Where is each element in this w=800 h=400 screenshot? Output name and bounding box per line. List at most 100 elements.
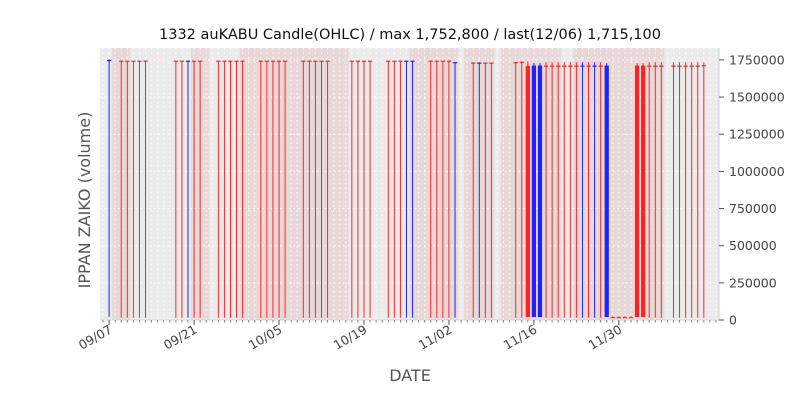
y-tick-label: 0 xyxy=(729,313,737,328)
candle xyxy=(137,60,142,318)
candle xyxy=(634,62,640,318)
candle-body xyxy=(228,60,233,62)
candle-body xyxy=(628,317,634,319)
candle-body xyxy=(179,60,185,62)
candle-body xyxy=(641,65,646,318)
candle-body xyxy=(173,60,178,62)
candle xyxy=(325,60,330,318)
candle-body xyxy=(198,60,203,62)
candle xyxy=(549,62,555,318)
candle-body xyxy=(216,60,221,62)
candle-body xyxy=(319,60,324,62)
candle xyxy=(276,60,282,318)
candle xyxy=(428,60,433,318)
candle xyxy=(513,61,518,318)
candle-body xyxy=(276,60,282,62)
candle xyxy=(361,60,367,318)
candle-body xyxy=(137,60,142,62)
candle xyxy=(647,62,652,318)
candle-body xyxy=(131,60,136,62)
x-tick-label: 10/19 xyxy=(331,322,370,353)
candle xyxy=(216,60,221,318)
candle-body xyxy=(549,65,555,67)
candle xyxy=(622,316,628,319)
candle xyxy=(434,60,439,318)
candle xyxy=(282,60,288,318)
candle xyxy=(240,60,245,318)
candle-body xyxy=(634,65,640,318)
candle-body xyxy=(695,65,700,67)
candle-body xyxy=(586,65,591,67)
candle-body xyxy=(392,60,397,62)
shaded-region xyxy=(263,48,349,320)
candle xyxy=(410,60,415,318)
shaded-region xyxy=(627,48,665,320)
candle-body xyxy=(525,65,530,318)
candle-body xyxy=(119,60,124,62)
candle xyxy=(398,60,403,318)
candle-body xyxy=(683,65,688,67)
candle xyxy=(616,316,621,319)
candle-body xyxy=(543,65,549,67)
candlestick-series xyxy=(106,59,706,319)
candle-body xyxy=(556,65,561,67)
candle xyxy=(270,60,276,318)
candle-body xyxy=(349,60,354,62)
x-tick-label: 11/16 xyxy=(501,322,540,353)
candle xyxy=(264,60,270,318)
candle-body xyxy=(361,60,367,62)
candle xyxy=(386,60,391,318)
candle xyxy=(228,60,233,318)
candle-body xyxy=(264,60,270,62)
candle-body xyxy=(398,60,403,62)
candle xyxy=(440,60,446,318)
candle-body xyxy=(440,60,446,62)
candle-body xyxy=(574,65,579,67)
candle-body xyxy=(143,60,148,62)
candle-body xyxy=(562,65,567,67)
candle xyxy=(677,62,682,318)
candle xyxy=(191,60,197,318)
candle xyxy=(519,61,524,318)
shaded-region xyxy=(500,48,537,320)
y-tick-label: 250000 xyxy=(729,275,777,290)
candle xyxy=(355,60,361,318)
candle xyxy=(659,62,664,318)
candle-body xyxy=(671,65,676,67)
x-tick-label: 10/05 xyxy=(246,322,285,353)
candle xyxy=(556,62,561,318)
candle xyxy=(349,60,354,318)
candle-body xyxy=(404,60,409,62)
candle xyxy=(119,60,124,318)
candle xyxy=(483,62,488,318)
shaded-region xyxy=(239,48,264,320)
candle xyxy=(574,62,579,318)
candle-body xyxy=(689,65,694,67)
candle-body xyxy=(125,60,130,62)
candle-body xyxy=(616,317,621,319)
candle xyxy=(701,62,706,318)
candle xyxy=(671,62,676,318)
candle-body xyxy=(446,60,452,62)
candle-body xyxy=(258,60,263,62)
candle xyxy=(131,60,136,318)
candle-body xyxy=(301,60,306,62)
candle xyxy=(319,60,324,318)
candle xyxy=(537,62,543,318)
shaded-region xyxy=(409,48,459,320)
candle-body xyxy=(386,60,391,62)
candle xyxy=(307,60,312,318)
candle-body xyxy=(471,62,476,64)
candle-body xyxy=(313,60,318,62)
candle-body xyxy=(483,62,488,64)
candle xyxy=(198,60,203,318)
candle-body xyxy=(428,60,433,62)
candle-body xyxy=(222,60,227,62)
x-axis-label: DATE xyxy=(389,366,431,385)
candle xyxy=(641,62,646,318)
candle xyxy=(471,62,476,318)
candle xyxy=(106,59,112,318)
candle-body xyxy=(367,60,373,62)
candle-body xyxy=(325,60,330,62)
candle-body xyxy=(477,62,482,64)
